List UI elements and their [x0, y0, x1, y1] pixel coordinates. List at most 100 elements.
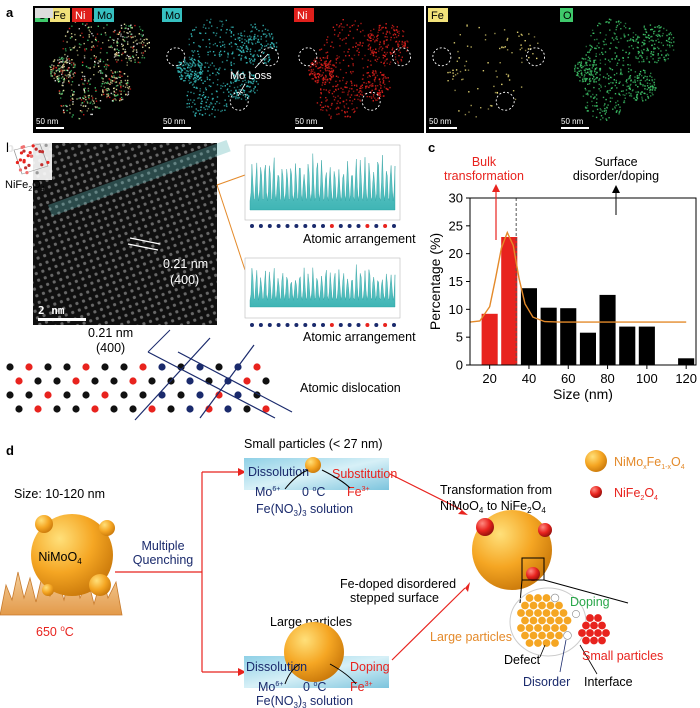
y-tick-label: 30 [449, 191, 463, 206]
bar-30 [501, 237, 518, 365]
eds-scale-label: 50 nm [561, 117, 584, 126]
y-tick-label: 15 [449, 274, 463, 289]
spacing-label-1: 0.21 nm [163, 257, 208, 271]
eds-scale-label: 50 nm [429, 117, 452, 126]
y-axis-label: Percentage (%) [427, 233, 443, 330]
zoom-doping-label: Doping [570, 595, 610, 609]
bar-40 [520, 288, 537, 365]
eds-scale-label: 50 nm [295, 117, 318, 126]
y-tick-label: 5 [456, 330, 463, 345]
crystal-label: NiFe2O4 [5, 179, 45, 193]
zoom-disorder-label: Disorder [523, 675, 570, 689]
panel-c-letter: c [428, 140, 435, 155]
x-tick-label: 120 [675, 371, 697, 386]
top-mo-ion: Mo6+ [255, 485, 280, 499]
eds-element-label: Mo [165, 10, 180, 22]
legend-red-marker [590, 486, 602, 498]
stepped-surface-line1: Fe-doped disordered [340, 577, 456, 591]
bar-50 [540, 307, 557, 365]
bar-70 [579, 332, 596, 365]
eds-map-5: O 50 nm [558, 6, 690, 133]
top-solution-label: Fe(NO3)3 solution [256, 502, 353, 518]
top-substitution-label: Substitution [332, 467, 397, 481]
bulk-annotation-line1: Bulk [472, 155, 497, 169]
legend-orange-marker [585, 450, 607, 472]
eds-element-label: Fe [53, 10, 66, 22]
quench-arrows [115, 471, 238, 673]
spacing-label-2: 0.21 nm [88, 326, 133, 340]
crystal-structure-inset [8, 140, 52, 180]
small-particle [305, 457, 321, 473]
eds-element-label: Ni [297, 10, 307, 22]
nimoo4-particle: NiMoO4 [31, 514, 115, 596]
zoom-small-label: Small particles [582, 649, 663, 663]
bar-20 [481, 313, 498, 365]
quench-label-line1: Multiple [141, 539, 184, 553]
legend: NiMoxFe1-xO4 NiFe2O4 [585, 450, 685, 502]
top-temp-label: 0 oC [302, 485, 325, 499]
scale-bar-label: 2 nm [38, 304, 65, 317]
panel-d-letter: d [6, 443, 14, 458]
top-dissolution-label: Dissolution [248, 465, 309, 479]
transform-line2: NiMoO4 to NiFe2O4 [440, 499, 546, 515]
eds-scale-label: 50 nm [163, 117, 186, 126]
eds-element-label: Fe [431, 10, 444, 22]
x-tick-label: 80 [600, 371, 614, 386]
y-tick-label: 0 [456, 358, 463, 373]
stepped-surface-line2: stepped surface [350, 591, 439, 605]
eds-map-1: OFeNiMo50 nm [33, 6, 165, 133]
profile-label-1: Atomic arrangement [303, 232, 416, 246]
zoom-large-label: Large particles [430, 630, 512, 644]
y-tick-label: 25 [449, 218, 463, 233]
x-axis-label: Size (nm) [553, 386, 613, 402]
eds-element-label: Ni [75, 10, 85, 22]
quench-label-line2: Quenching [133, 553, 194, 567]
surface-annotation-line2: disorder/doping [573, 169, 659, 183]
bottom-fe-ion: Fe3+ [350, 680, 373, 694]
surface-annotation-line1: Surface [594, 155, 637, 169]
y-tick-label: 20 [449, 246, 463, 261]
legend-red-label: NiFe2O4 [614, 486, 658, 502]
eds-map-2: Mo 50 nm Mo Loss [160, 6, 292, 133]
temperature-label: 650 oC [36, 624, 74, 639]
bottom-mo-ion: Mo6+ [258, 680, 283, 694]
particle-formula: NiMoO4 [38, 550, 82, 566]
bottom-title: Large particles [270, 615, 352, 629]
top-title: Small particles (< 27 nm) [244, 437, 383, 451]
intensity-profile-2 [244, 257, 401, 327]
transform-line1: Transformation from [440, 483, 552, 497]
x-tick-label: 100 [636, 371, 658, 386]
bar-80 [599, 294, 616, 365]
x-tick-label: 20 [482, 371, 496, 386]
final-particle [472, 510, 629, 604]
bulk-annotation-line2: transformation [444, 169, 524, 183]
eds-map-3: Ni 50 nm [292, 6, 424, 133]
zoom-defect-label: Defect [504, 653, 541, 667]
profile-label-2: Atomic arrangement [303, 330, 416, 344]
zoom-interface-label: Interface [584, 675, 633, 689]
atomic-dislocation-scheme [6, 337, 293, 421]
eds-element-label: Mo [97, 10, 112, 22]
fit-curve [469, 230, 687, 323]
y-tick-label: 10 [449, 302, 463, 317]
mo-loss-label: Mo Loss [230, 70, 272, 82]
bottom-temp-label: 0 oC [303, 680, 326, 694]
legend-orange-label: NiMoxFe1-xO4 [614, 455, 685, 471]
bar-120 [678, 358, 695, 365]
bulk-annotation: Bulk transformation [444, 155, 524, 183]
panel-a-eds-maps: O Fe Ni Mo 50 nm Mo 50 nm Mo Loss Ni 50 nm Fe 50 nm… [33, 6, 690, 133]
size-label: Size: 10-120 nm [14, 487, 105, 501]
bottom-solution-label: Fe(NO3)3 solution [256, 694, 353, 708]
plane-label-2: (400) [96, 341, 125, 355]
bar-90 [619, 326, 636, 365]
bar-60 [560, 308, 577, 365]
size-distribution-chart: 0 5 10 15 20 25 30 20 40 60 80 100 120 Size (nm) Perce… [427, 184, 697, 402]
large-particle [284, 622, 344, 682]
dislocation-label: Atomic dislocation [300, 381, 401, 395]
eds-element-label: O [563, 10, 572, 22]
top-fe-ion: Fe3+ [347, 485, 370, 499]
panel-a-letter: a [6, 5, 14, 20]
intensity-profile-1 [244, 144, 401, 228]
surface-annotation: Surface disorder/doping [573, 155, 659, 183]
